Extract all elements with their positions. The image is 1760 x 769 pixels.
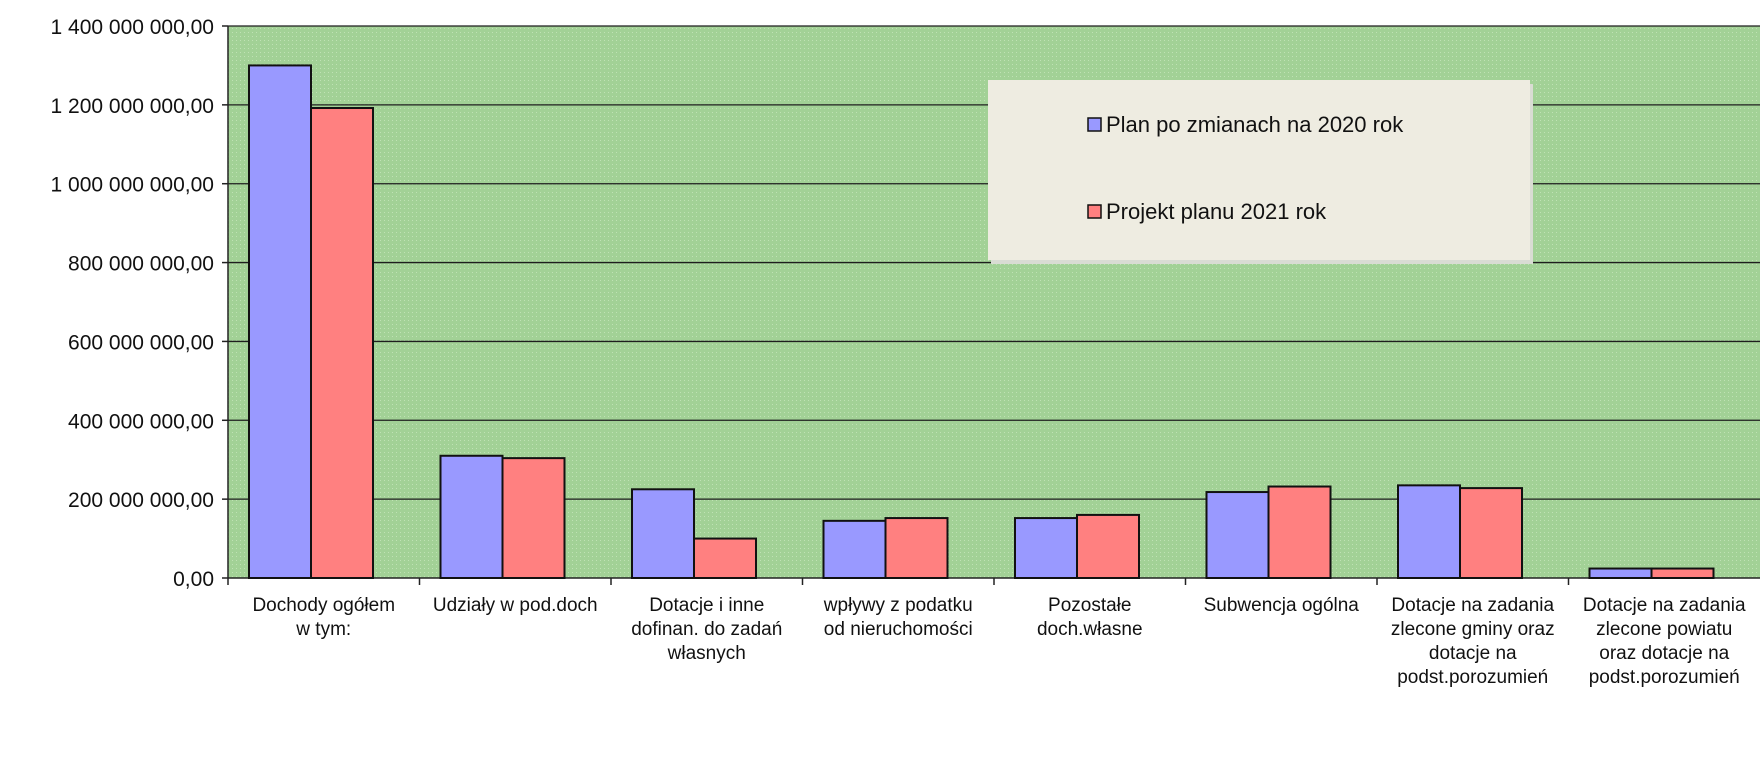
y-tick-label: 200 000 000,00	[68, 489, 214, 512]
y-axis: 0,00 200 000 000,00 400 000 000,00 600 000 …	[51, 16, 229, 591]
category-label: Subwencja ogólna	[1204, 595, 1360, 616]
bar-projekt-2021	[501, 457, 566, 579]
bar-projekt-2021	[1650, 567, 1715, 580]
bar-projekt-2021	[693, 537, 757, 579]
bar-plan-2020	[248, 64, 312, 579]
bar-projekt-2021	[884, 517, 949, 579]
bar-projekt-2021	[1267, 485, 1332, 580]
bar-plan-2020	[822, 519, 887, 579]
y-tick-label: 1 000 000 000,00	[51, 174, 215, 197]
category-label: Pozostałe doch.własne	[1037, 595, 1143, 640]
category-label: Dotacje i inne dofinan. do zadań własnych	[631, 595, 782, 664]
legend-label: Projekt planu 2021 rok	[1106, 199, 1327, 224]
category-label: Dotacje na zadania zlecone powiatu oraz do…	[1583, 595, 1746, 688]
legend-box	[988, 80, 1530, 260]
category-label: Dochody ogółem w tym:	[252, 595, 395, 640]
category-label: Dotacje na zadania zlecone gminy oraz dota…	[1391, 595, 1555, 688]
bar-plan-2020	[439, 454, 504, 579]
y-tick-label: 0,00	[173, 568, 214, 591]
legend-swatch	[1087, 204, 1102, 219]
bars	[248, 64, 1715, 580]
y-tick-label: 800 000 000,00	[68, 253, 214, 276]
x-axis: Dochody ogółem w tym: Udziały w pod.doch Do…	[227, 577, 1760, 688]
bar-projekt-2021	[1459, 487, 1523, 579]
legend: Plan po zmianach na 2020 rok Projekt plan…	[988, 80, 1533, 264]
category-label: wpływy z podatku od nieruchomości	[823, 595, 973, 640]
legend-swatch	[1087, 117, 1102, 132]
bar-plan-2020	[631, 488, 695, 579]
y-tick-label: 1 200 000 000,00	[51, 95, 215, 118]
bar-plan-2020	[1588, 567, 1653, 580]
category-label: Udziały w pod.doch	[433, 595, 598, 616]
y-tick-label: 600 000 000,00	[68, 331, 214, 354]
bar-projekt-2021	[1076, 513, 1140, 580]
bar-projekt-2021	[310, 107, 374, 580]
bar-plan-2020	[1397, 484, 1461, 580]
y-tick-label: 400 000 000,00	[68, 410, 214, 433]
y-tick-label: 1 400 000 000,00	[51, 16, 215, 39]
bar-plan-2020	[1014, 517, 1078, 579]
legend-label: Plan po zmianach na 2020 rok	[1106, 112, 1404, 137]
bar-plan-2020	[1205, 491, 1270, 579]
